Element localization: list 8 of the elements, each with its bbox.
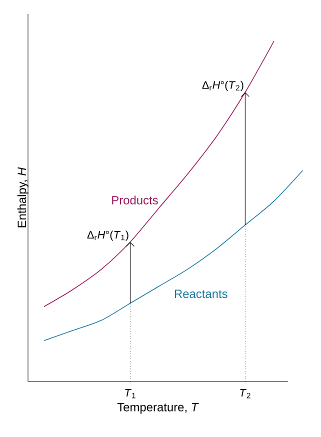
series-label: Reactants [174, 290, 228, 298]
y-axis-title: Enthalpy, H [17, 167, 28, 228]
series-label: Products [112, 196, 158, 204]
x-tick-label: T$_{1}$ [125, 389, 136, 398]
x-tick-label: T$_{2}$ [240, 389, 250, 398]
x-axis-title: Temperature, T [117, 403, 199, 414]
annotation: Δ$_{r}$H°(T$_{2}$) [202, 80, 244, 92]
annotation: Δ$_{r}$H°(T$_{1}$) [87, 230, 128, 241]
